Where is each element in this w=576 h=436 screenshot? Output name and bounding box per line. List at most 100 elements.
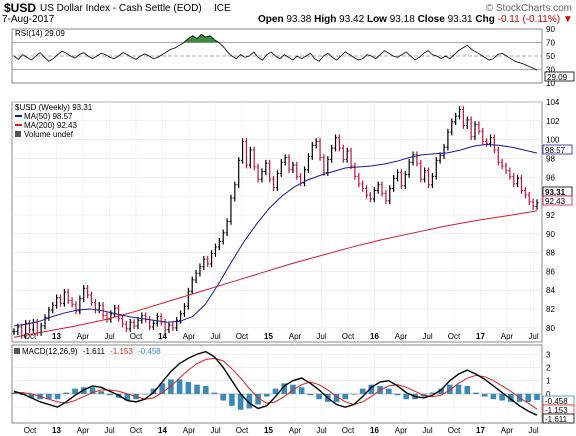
macd-histogram-bar [54,393,61,400]
macd-legend-hist: -0.458 [138,347,161,356]
x-axis-label: Apr [501,332,514,341]
macd-legend: MACD(12,26,9) -1.611 -1.153 -0.458 [22,347,161,356]
macd-histogram-bar [72,388,78,394]
macd-legend-signal: -1.153 [110,347,133,356]
close-label: Close [417,14,445,25]
x-axis-label: Oct [236,332,249,341]
macd-histogram-bar [508,393,514,402]
macd-histogram-bar [98,391,104,394]
macd-histogram-bar [107,393,113,396]
macd-histogram-bar [63,392,70,394]
ma50-line [13,143,538,327]
macd-histogram-bar [464,385,471,394]
x-axis-label: Oct [236,426,249,435]
price-tick-label: 80 [546,324,555,333]
high-label: High [314,14,337,25]
x-axis-label: Jul [316,426,326,435]
macd-panel: -10123 MACD(12,26,9) -1.611 -1.153 -0.45… [11,344,575,424]
macd-last-box [542,413,575,424]
rsi-tick-label: 90 [546,25,555,34]
ma200-last-value: 92.43 [545,197,566,206]
macd-histogram-bar [89,387,96,394]
macd-histogram-bar [255,393,261,405]
x-axis-label: Oct [130,332,143,341]
macd-histogram-bar [333,393,340,402]
macd-histogram-bar [237,393,244,410]
macd-histogram-bar [438,388,444,394]
macd-histogram-bar [290,384,296,394]
x-axis-label: Jul [528,426,538,435]
rsi-tick-label: 70 [546,39,555,48]
low-label: Low [366,14,387,25]
x-axis-label: 13 [52,332,61,341]
volume-legend-swatch [15,131,21,137]
macd-legend-value: -1.611 [83,347,106,356]
x-axis-label: 14 [158,332,167,341]
macd-panel-frame [11,344,543,424]
macd-histogram-bar [298,387,305,394]
price-panel: 80828486889092949698100102104 $USD (Week… [11,98,573,343]
macd-histogram-bar [46,393,52,400]
x-axis-label: Jul [104,426,114,435]
macd-histogram-bar [28,393,35,398]
macd-histogram-bar [168,379,174,394]
x-axis-label: Oct [24,426,37,435]
x-axis-label: 13 [52,426,61,435]
price-tick-label: 104 [546,98,560,107]
x-axis-label: Oct [24,332,37,341]
ma200-last-box [542,195,573,206]
macd-tick-label: 3 [546,350,551,359]
rsi-tick-label: 30 [546,66,555,75]
ma50-last-box [542,144,573,155]
macd-histogram-bar [351,393,357,395]
x-axis-label: 16 [370,426,379,435]
x-axis-label: 17 [476,332,485,341]
macd-tick-label: 1 [546,377,551,386]
low-value: 93.18 [389,14,415,25]
x-axis-label: Apr [77,426,90,435]
macd-line [13,350,538,416]
x-axis-label: Jul [422,332,432,341]
macd-histogram-bar [481,393,488,397]
macd-histogram-bar [229,393,235,406]
macd-histogram-bar [176,379,183,394]
price-tick-label: 82 [546,305,555,314]
macd-histogram-bar [534,393,540,400]
price-tick-label: 86 [546,267,555,276]
macd-histogram-bar [447,384,453,394]
x-axis-label: Jul [528,332,538,341]
x-axis-label: Apr [183,332,196,341]
macd-histogram-bar [394,393,401,396]
volume-legend: Volume undef [24,130,74,139]
rsi-tick-label: 50 [546,52,555,61]
rsi-tick-label: 10 [546,79,555,88]
rsi-last-value: 29.09 [547,73,568,82]
x-axis-label: Apr [77,332,90,341]
ohlc-readout: Open 93.38 High 93.42 Low 93.18 Close 93… [258,14,573,25]
price-panel-frame [11,101,543,343]
macd-legend-label: MACD(12,26,9) [22,347,78,356]
x-axis-label: 15 [264,426,273,435]
macd-histogram-bar [342,393,349,400]
hist-last-value: -0.458 [545,397,568,406]
rsi-line [13,33,538,71]
price-legend-title: $USD (Weekly) 93.31 [15,103,93,112]
macd-histogram-bar [499,393,505,401]
macd-histogram-bar [473,392,479,394]
x-axis-label: Apr [395,332,408,341]
signal-last-value: -1.153 [545,406,568,415]
x-axis-label: Oct [130,426,143,435]
x-axis-label: Apr [183,426,196,435]
macd-histogram-bar [194,384,200,394]
exchange: ICE [214,3,231,14]
macd-histogram-bar [211,392,218,394]
x-axis-label: Jul [210,426,220,435]
ma50-legend: MA(50) 98.57 [24,112,73,121]
x-axis-label: Oct [448,426,461,435]
x-axis-label: Jul [422,426,432,435]
macd-histogram-bar [359,388,366,394]
watermark: © StockCharts.com [485,3,572,14]
open-value: 93.38 [286,14,312,25]
macd-last-value: -1.611 [545,415,568,424]
